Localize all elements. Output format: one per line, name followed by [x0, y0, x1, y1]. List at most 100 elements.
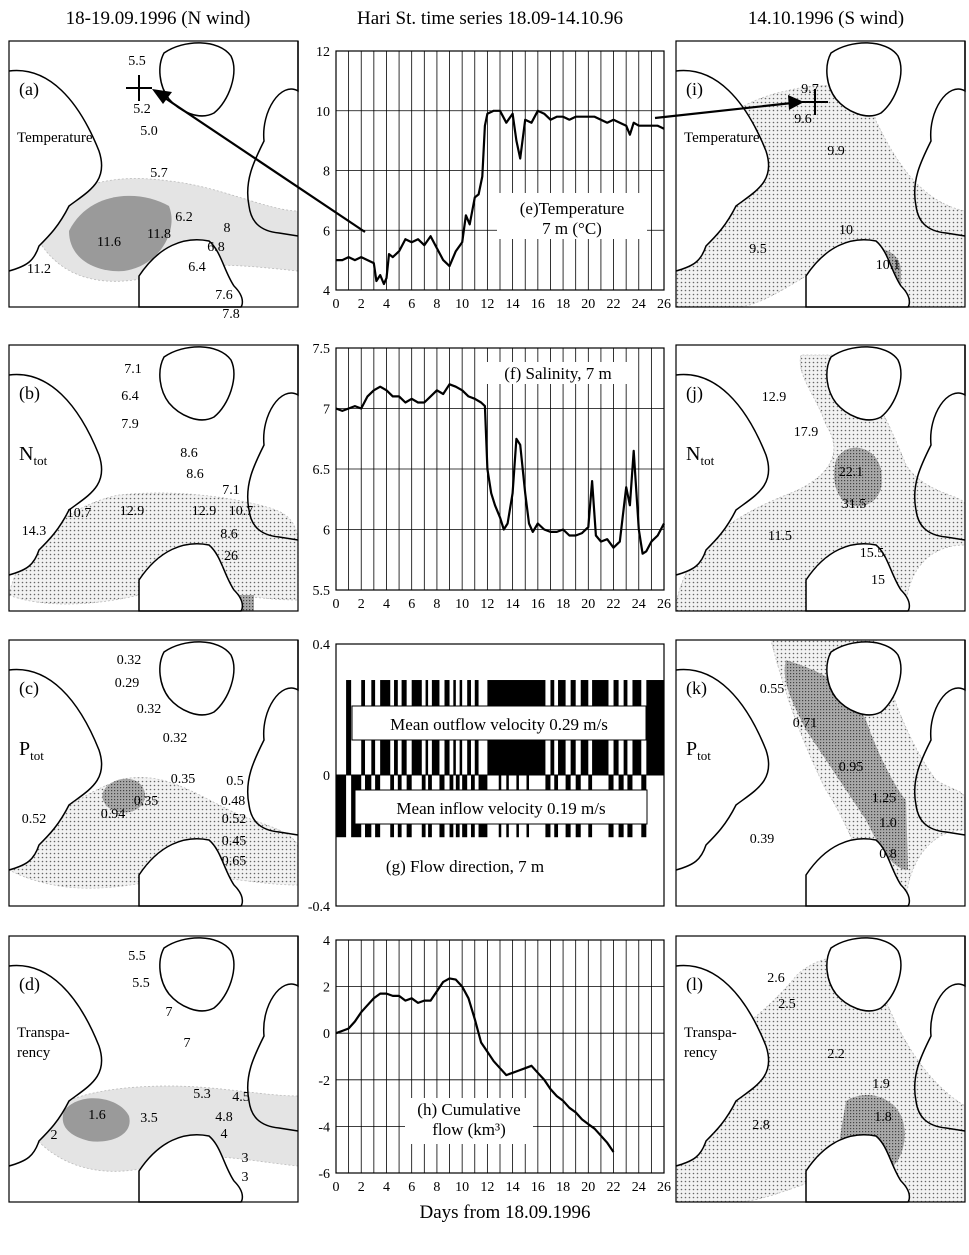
map-value-label: 9.9: [827, 144, 845, 159]
map-value-label: 2.2: [827, 1047, 845, 1062]
map-east-shore: [913, 640, 966, 836]
x-tick-label: 18: [556, 1180, 570, 1195]
map-west-shore: [8, 373, 103, 576]
map-west-shore: [8, 964, 103, 1167]
map-south-island: [805, 1134, 911, 1203]
map-west-shore: [675, 373, 770, 576]
map-north-island: [159, 641, 235, 716]
outflow-bar: [646, 680, 664, 775]
map-frame: [675, 639, 966, 907]
header-left: 18-19.09.1996 (N wind): [66, 8, 251, 29]
y-tick-label: 7: [323, 403, 330, 418]
map-letter: (a): [19, 79, 39, 100]
map-value-label: 3: [242, 1170, 249, 1185]
map-value-label: 9.5: [749, 242, 767, 257]
x-tick-label: 26: [657, 297, 671, 312]
map-east-shore: [246, 345, 299, 541]
map-value-label: 7.6: [215, 288, 233, 303]
map-panel-k: (k) Ptot 0.55 0.71 0.95 1.25 1.0 0.8 0.39: [675, 639, 966, 907]
map-value-label: 1.25: [872, 791, 897, 806]
map-dense-area: [62, 1098, 130, 1142]
y-tick-label: 6: [323, 224, 330, 239]
outflow-bar: [346, 680, 352, 775]
map-value-label: 8.6: [186, 467, 204, 482]
map-value-label: 6.8: [207, 240, 225, 255]
map-value-label: 12.9: [192, 504, 217, 519]
map-panel-i: (i) Temperature 9.7 9.6 9.9 10 9.5 10.1: [675, 40, 966, 308]
map-dense-area: [834, 447, 882, 506]
map-west-shore: [8, 668, 103, 871]
x-tick-label: 24: [632, 297, 646, 312]
map-value-label: 17.9: [794, 425, 819, 440]
chart-g: -0.4 0 0.4 Mean outflow velocity 0.29 m/s Me…: [308, 638, 665, 915]
annotation-outflow-text: Mean outflow velocity 0.29 m/s: [390, 715, 608, 734]
map-east-shore: [246, 640, 299, 836]
x-tick-label: 8: [433, 1180, 440, 1195]
map-north-island: [159, 937, 235, 1012]
map-value-label: 7.1: [124, 362, 142, 377]
map-value-label: 31.5: [842, 497, 867, 512]
map-value-label: 2: [51, 1128, 58, 1143]
x-tick-label: 26: [657, 1180, 671, 1195]
map-panel-b: (b) Ntot 7.1 6.4 7.9 8.6 8.6 7.1 10.7 12.9 10.7 12.…: [8, 344, 299, 612]
chart-title: (e)Temperature 7 m (°C): [520, 199, 625, 238]
map-value-label: 0.95: [839, 760, 864, 775]
map-value-label: 10.7: [67, 506, 92, 521]
map-title: Temperature: [684, 130, 760, 146]
x-axis-label: Days from 18.09.1996: [420, 1202, 591, 1223]
x-tick-label: 8: [433, 597, 440, 612]
map-value-label: 0.45: [222, 834, 247, 849]
map-value-label: 3: [242, 1151, 249, 1166]
x-tick-label: 14: [506, 597, 520, 612]
x-tick-label: 20: [581, 297, 595, 312]
x-tick-label: 16: [531, 297, 545, 312]
x-tick-label: 10: [455, 297, 469, 312]
map-letter: (i): [686, 79, 703, 100]
map-value-label: 7.9: [121, 417, 139, 432]
map-west-shore: [8, 69, 103, 272]
map-letter: (b): [19, 383, 40, 404]
x-tick-label: 12: [480, 1180, 494, 1195]
map-value-label: 9.7: [801, 82, 819, 97]
y-tick-label: 5.5: [313, 584, 331, 599]
map-north-island: [826, 42, 902, 117]
map-value-label: 1.0: [879, 816, 897, 831]
map-value-label: 0.32: [117, 653, 142, 668]
map-value-label: 10.1: [876, 258, 901, 273]
map-value-label: 7: [166, 1005, 173, 1020]
map-value-label: 0.35: [134, 794, 159, 809]
map-letter: (k): [686, 678, 707, 699]
y-tick-label: 8: [323, 165, 330, 180]
x-tick-label: 24: [632, 597, 646, 612]
y-tick-label: 12: [316, 45, 330, 60]
map-frame: [8, 935, 299, 1203]
station-arrow-a: [152, 89, 366, 233]
x-tick-label: 6: [408, 1180, 415, 1195]
map-value-label: 1.9: [872, 1077, 890, 1092]
x-tick-label: 14: [506, 297, 520, 312]
map-south-island: [805, 543, 911, 612]
map-value-label: 1.8: [874, 1110, 892, 1125]
map-south-island: [138, 543, 244, 612]
x-tick-label: 16: [531, 1180, 545, 1195]
chart-f: 5.566.577.5(f) Salinity, 7 m0 2 4 6 8 10 12 14 1…: [313, 342, 672, 612]
map-east-shore: [246, 41, 299, 237]
y-tick-label: 0: [323, 1027, 330, 1042]
map-value-label: 8.6: [180, 446, 198, 461]
x-tick-label: 0: [333, 1180, 340, 1195]
map-value-label: 15.5: [860, 546, 885, 561]
x-tick-label: 22: [607, 597, 621, 612]
map-letter: (c): [19, 678, 39, 699]
x-tick-label: 16: [531, 597, 545, 612]
x-tick-label: 22: [607, 1180, 621, 1195]
map-south-island: [138, 838, 244, 907]
x-tick-label: 2: [358, 1180, 365, 1195]
x-tick-label: 10: [455, 597, 469, 612]
annotation-inflow: Mean inflow velocity 0.19 m/s: [354, 789, 648, 825]
map-west-shore: [675, 69, 770, 272]
map-panel-j: (j) Ntot 12.9 17.9 22.1 31.5 11.5 15.5 15: [675, 344, 966, 612]
map-west-shore: [675, 668, 770, 871]
map-frame: [675, 40, 966, 308]
map-value-label: 8: [224, 221, 231, 236]
